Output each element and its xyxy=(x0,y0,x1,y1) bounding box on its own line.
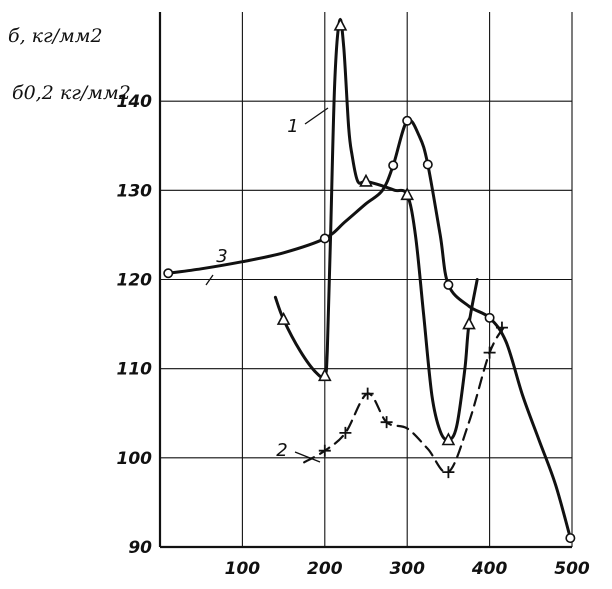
series-1-line xyxy=(273,18,479,442)
series-layer xyxy=(166,18,572,540)
y-axis-title-1: б, кг/мм2 xyxy=(8,25,103,47)
series-1-point xyxy=(276,311,291,325)
series-3-point xyxy=(388,160,399,171)
series-2-point xyxy=(442,466,455,479)
series-3-point xyxy=(565,533,576,544)
y-axis-title-2: б0,2 кг/мм2 xyxy=(12,82,131,104)
series-1-point xyxy=(462,316,476,330)
series-3-point xyxy=(163,268,174,279)
y-tick-label: 140 xyxy=(117,92,153,112)
series-2-point xyxy=(483,346,496,359)
x-tick-label: 200 xyxy=(307,559,343,579)
series-1-point xyxy=(333,17,348,31)
series-3-point xyxy=(422,159,433,170)
series-3-point xyxy=(484,312,495,323)
axis-layer xyxy=(158,12,572,549)
x-tick-label: 300 xyxy=(389,559,425,579)
series-1-point xyxy=(359,173,373,187)
series-1-point xyxy=(400,187,415,201)
series-3-line xyxy=(166,118,572,540)
series-1-label: 1 xyxy=(287,116,298,137)
grid-layer xyxy=(160,12,573,547)
series-2-leader-line xyxy=(294,451,321,463)
x-tick-label: 500 xyxy=(554,559,590,579)
y-tick-label: 100 xyxy=(117,449,153,469)
series-3-point xyxy=(443,279,454,290)
series-3-label: 3 xyxy=(216,246,227,267)
series-2-point xyxy=(495,321,508,334)
y-tick-label: 110 xyxy=(117,360,153,380)
series-1-point xyxy=(441,432,456,446)
series-1-leader-line xyxy=(304,107,329,125)
y-tick-label: 130 xyxy=(117,181,153,201)
series-2-point xyxy=(318,444,331,457)
y-tick-label: 90 xyxy=(128,538,152,558)
series-2-label: 2 xyxy=(276,440,287,461)
series-2-line xyxy=(303,323,508,474)
series-1-point xyxy=(317,368,332,382)
text-layer: б, кг/мм2 б0,2 кг/мм2 100 200 300 400 500 90 1… xyxy=(8,25,590,579)
series-3-point xyxy=(402,115,413,126)
series-3-leader-line xyxy=(205,274,214,286)
marker-layer xyxy=(163,17,576,544)
series-3-point xyxy=(319,233,330,244)
x-tick-label: 100 xyxy=(225,559,261,579)
y-tick-label: 120 xyxy=(117,271,153,291)
series-2-point xyxy=(380,416,393,429)
series-2-point xyxy=(339,426,352,439)
series-2-point xyxy=(361,387,374,400)
x-tick-label: 400 xyxy=(471,559,508,579)
